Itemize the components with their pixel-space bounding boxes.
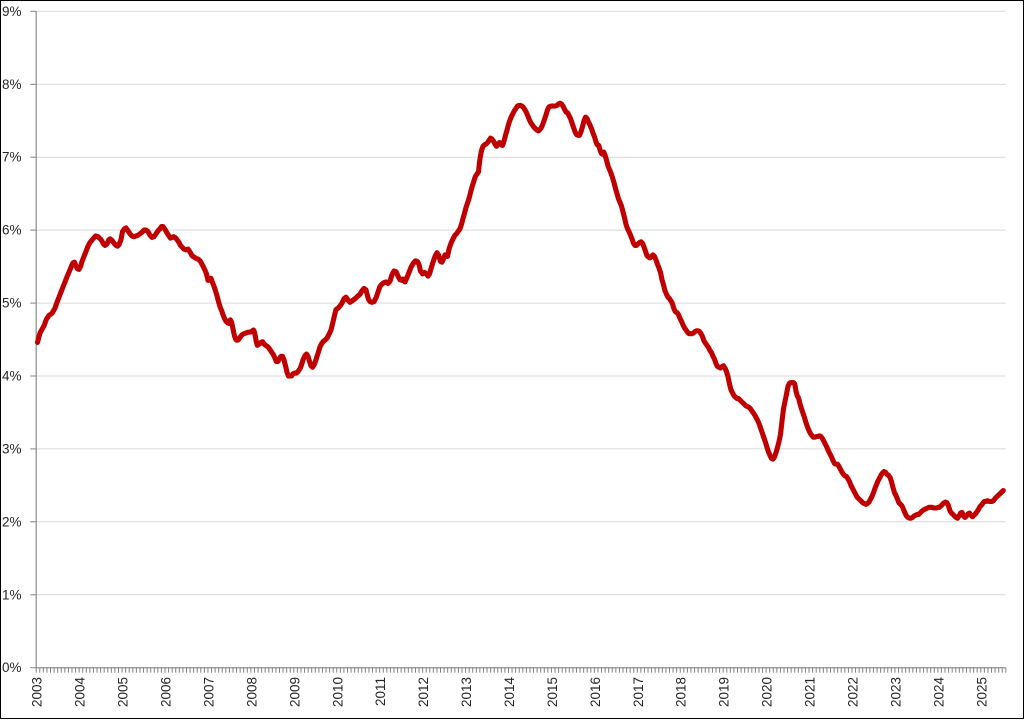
svg-text:2010: 2010 xyxy=(330,677,345,707)
svg-text:0%: 0% xyxy=(2,660,22,675)
svg-text:2015: 2015 xyxy=(545,677,560,707)
svg-text:2021: 2021 xyxy=(803,677,818,707)
svg-text:1%: 1% xyxy=(2,587,22,602)
svg-text:2005: 2005 xyxy=(116,677,131,707)
svg-text:2011: 2011 xyxy=(373,677,388,706)
svg-text:8%: 8% xyxy=(2,77,22,92)
svg-text:2008: 2008 xyxy=(244,677,259,707)
svg-text:2014: 2014 xyxy=(502,677,517,708)
svg-text:2019: 2019 xyxy=(717,677,732,707)
svg-text:2006: 2006 xyxy=(159,677,174,707)
svg-text:2007: 2007 xyxy=(201,677,216,707)
svg-text:2004: 2004 xyxy=(73,677,88,708)
svg-text:2%: 2% xyxy=(2,514,22,529)
svg-text:2016: 2016 xyxy=(588,677,603,707)
svg-text:2025: 2025 xyxy=(974,677,989,707)
svg-text:2013: 2013 xyxy=(459,677,474,707)
svg-text:2003: 2003 xyxy=(30,677,45,707)
svg-text:2020: 2020 xyxy=(760,677,775,707)
svg-text:5%: 5% xyxy=(2,296,22,311)
svg-text:2023: 2023 xyxy=(888,677,903,707)
svg-text:2009: 2009 xyxy=(287,677,302,707)
svg-text:2017: 2017 xyxy=(631,677,646,707)
svg-text:6%: 6% xyxy=(2,223,22,238)
svg-text:2024: 2024 xyxy=(931,677,946,708)
svg-text:2022: 2022 xyxy=(846,677,861,707)
svg-text:7%: 7% xyxy=(2,150,22,165)
svg-text:3%: 3% xyxy=(2,441,22,456)
svg-text:2012: 2012 xyxy=(416,677,431,707)
svg-text:4%: 4% xyxy=(2,369,22,384)
svg-text:9%: 9% xyxy=(2,4,22,19)
svg-text:2018: 2018 xyxy=(674,677,689,707)
